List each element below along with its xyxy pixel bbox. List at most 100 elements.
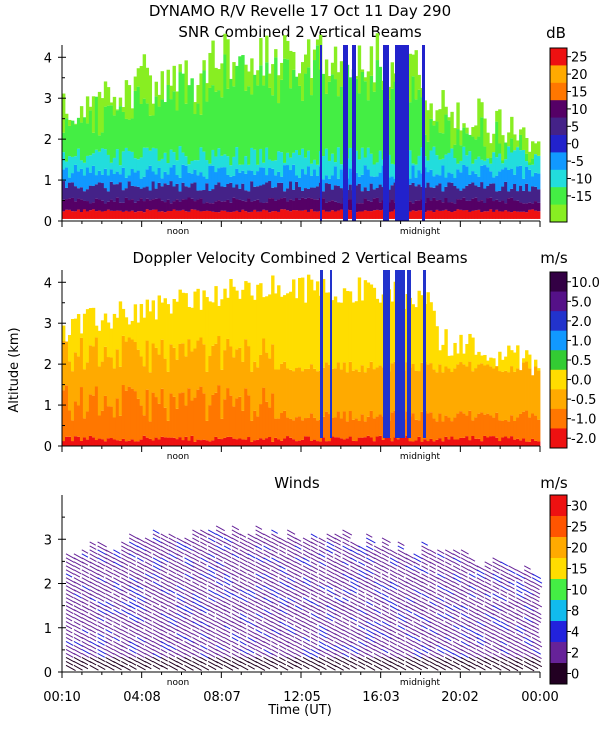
wind-barb <box>373 545 384 552</box>
vel-cell <box>166 420 170 438</box>
snr-cell <box>94 96 99 150</box>
vel-cell <box>417 371 421 421</box>
wind-barb <box>136 656 147 663</box>
wind-barb <box>523 601 534 607</box>
wind-barb <box>239 537 248 543</box>
snr-cell <box>315 211 320 219</box>
wind-barb <box>381 617 392 623</box>
snr-cell <box>504 167 508 182</box>
wind-barb <box>105 561 115 568</box>
snr-cell <box>85 211 90 219</box>
vel-cell <box>262 297 266 339</box>
snr-cell <box>262 75 266 86</box>
snr-cell <box>366 169 371 191</box>
wind-barb <box>239 617 249 623</box>
wind-barb <box>286 561 296 567</box>
snr-cell <box>309 209 314 219</box>
wind-barb <box>176 629 185 635</box>
colorbar-label: 15 <box>571 563 588 578</box>
wind-barb <box>452 553 461 559</box>
snr-cell <box>160 158 164 179</box>
vel-cell <box>402 437 406 446</box>
snr-cell <box>289 157 293 171</box>
vel-cell <box>163 358 167 408</box>
wind-barb <box>413 569 420 574</box>
wind-barb <box>437 585 446 591</box>
wind-barb <box>271 660 279 666</box>
vel-cell <box>166 437 170 446</box>
wind-barb <box>492 609 500 614</box>
snr-cell <box>495 191 499 200</box>
wind-barb <box>192 569 202 575</box>
wind-barb <box>279 549 287 554</box>
snr-cell <box>136 68 141 87</box>
snr-cell <box>127 211 132 219</box>
wind-barb <box>105 648 115 655</box>
snr-cell <box>292 152 296 165</box>
wind-barb <box>279 573 287 579</box>
wind-barb <box>334 629 344 635</box>
wind-barb <box>397 660 405 666</box>
snr-cell <box>423 212 427 219</box>
snr-cell <box>256 70 260 86</box>
wind-barb <box>65 633 74 638</box>
wind-barb <box>318 629 328 635</box>
snr-cell <box>423 156 427 168</box>
vel-cell <box>265 296 269 353</box>
wind-barb <box>168 597 176 602</box>
vel-cell <box>85 411 90 440</box>
wind-barb <box>121 557 130 563</box>
wind-barb <box>437 641 446 647</box>
snr-cell <box>280 176 284 183</box>
wind-barb <box>342 648 350 654</box>
wind-barb <box>318 557 327 563</box>
snr-cell <box>142 212 147 219</box>
wind-barb <box>381 541 389 547</box>
snr-cell <box>429 210 433 219</box>
snr-cell <box>295 76 299 150</box>
snr-cell <box>175 175 179 184</box>
wind-barb <box>397 609 406 615</box>
wind-barb <box>437 589 446 595</box>
wind-barb <box>144 637 154 643</box>
wind-barb <box>286 557 297 564</box>
snr-column <box>422 45 425 221</box>
wind-barb <box>105 577 115 583</box>
vel-cell <box>70 420 75 442</box>
wind-barb <box>508 589 516 594</box>
wind-barb <box>531 617 542 623</box>
snr-cell <box>330 153 335 176</box>
wind-barb <box>310 537 319 543</box>
vel-cell <box>145 437 150 446</box>
snr-cell <box>259 65 263 149</box>
vel-cell <box>211 302 215 346</box>
vel-cell <box>184 405 188 437</box>
vel-cell <box>486 364 490 414</box>
snr-cell <box>525 161 529 167</box>
wind-barb <box>263 565 271 570</box>
wind-barb <box>318 656 327 663</box>
snr-cell <box>217 148 221 169</box>
wind-barb <box>444 617 453 623</box>
vel-cell <box>223 288 227 351</box>
wind-barb <box>373 589 382 595</box>
wind-barb <box>239 652 248 659</box>
wind-barb <box>255 565 265 572</box>
wind-barb <box>460 581 471 588</box>
wind-barb <box>89 553 99 559</box>
wind-barb <box>460 609 469 614</box>
vel-cell <box>154 437 158 446</box>
snr-cell <box>315 186 320 200</box>
vel-cell <box>283 410 287 439</box>
snr-cell <box>369 153 374 177</box>
snr-cell <box>262 162 266 168</box>
wind-barb <box>373 557 382 563</box>
wind-barb <box>279 664 289 671</box>
wind-barb <box>405 648 415 655</box>
wind-barb <box>176 617 186 623</box>
wind-barb <box>239 597 248 603</box>
snr-cell <box>303 198 308 210</box>
wind-barb <box>271 609 281 615</box>
wind-barb <box>342 609 352 615</box>
snr-cell <box>468 200 472 212</box>
